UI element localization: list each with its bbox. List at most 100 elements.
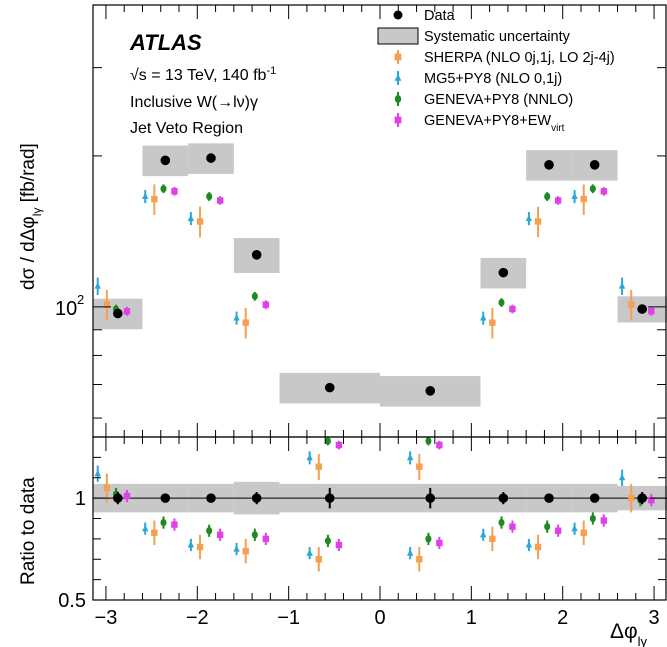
sherpa-marker [315, 556, 322, 563]
geneva-ew-marker [509, 305, 516, 313]
x-tick-label: −1 [277, 607, 300, 629]
geneva-ew-marker [123, 492, 131, 500]
sherpa-marker [103, 484, 111, 492]
legend-syst-label: Systematic uncertainty [424, 29, 571, 45]
geneva-marker [498, 518, 505, 527]
x-axis-label: Δφlγ [610, 620, 648, 647]
geneva-marker [589, 185, 596, 193]
sherpa-marker [103, 301, 111, 308]
data-point [251, 249, 262, 260]
mg5-marker [94, 469, 101, 477]
geneva-marker [394, 95, 402, 103]
x-tick-label: −3 [95, 607, 118, 629]
data-point [425, 386, 436, 396]
data-ratio-point [425, 493, 436, 503]
data-ratio-point [589, 493, 600, 503]
geneva-marker [324, 537, 331, 545]
geneva-ew-marker [216, 531, 224, 538]
mg5-marker [142, 192, 149, 200]
sherpa-marker [151, 529, 158, 536]
mg5-marker [142, 524, 149, 532]
data-point [113, 308, 123, 319]
x-tick-label: −2 [186, 607, 209, 629]
data-ratio-point [113, 493, 123, 503]
experiment-label: ATLAS [129, 30, 202, 55]
y-axis-label: dσ / dΔφlγ [fb/rad] [18, 143, 44, 290]
mg5-marker [306, 549, 313, 556]
mg5-marker [480, 530, 487, 538]
sherpa-marker [416, 463, 423, 470]
mg5-marker [618, 282, 626, 289]
data-ratio-point [637, 493, 647, 503]
x-tick-label: 3 [649, 607, 660, 629]
sherpa-marker [242, 547, 249, 555]
sherpa-marker [394, 53, 402, 61]
data-point [544, 160, 554, 170]
geneva-marker [544, 192, 551, 201]
data-point [160, 155, 171, 166]
geneva-marker [498, 298, 505, 307]
data-point [589, 160, 600, 170]
x-tick-label: 0 [374, 607, 385, 629]
mg5-marker [94, 282, 101, 289]
geneva-ew-marker [262, 535, 270, 543]
data-ratio-point [544, 493, 554, 503]
mg5-marker [306, 453, 313, 461]
data-point [637, 304, 647, 314]
mg5-marker [571, 192, 578, 200]
geneva-marker [206, 527, 213, 535]
mg5-marker [525, 541, 533, 548]
y-tick-exponent: 2 [77, 292, 84, 307]
legend-mg5-label: MG5+PY8 (NLO 0,1j) [424, 71, 562, 87]
energy-lumi-label: √s = 13 TeV, 140 fb-1 [130, 65, 276, 84]
mg5-marker [187, 541, 195, 548]
legend-genevaew-label: GENEVA+PY8+EWvirt [424, 113, 565, 134]
sherpa-marker [196, 543, 204, 551]
sherpa-marker [196, 218, 204, 225]
process-label: Inclusive W(→lν)γ [130, 94, 258, 111]
data-ratio-point [251, 493, 262, 503]
geneva-marker [251, 292, 258, 300]
sherpa-marker [628, 301, 635, 308]
geneva-ew-marker [171, 521, 178, 528]
geneva-ew-marker [600, 188, 608, 195]
ratio-axis-label: Ratio to data [18, 477, 39, 585]
geneva-ew-marker [216, 197, 224, 204]
mg5-marker [406, 549, 414, 556]
region-label: Jet Veto Region [130, 120, 243, 137]
mg5-marker [571, 524, 578, 532]
legend-syst-box [377, 27, 419, 45]
data-ratio-point [206, 493, 216, 503]
geneva-ew-marker [509, 523, 516, 530]
legend: Data Systematic uncertainty SHERPA (NLO 0j… [377, 8, 615, 134]
sherpa-marker [416, 556, 423, 563]
geneva-marker [206, 192, 213, 201]
geneva-marker [589, 514, 596, 523]
geneva-marker [160, 185, 167, 193]
ratio-panel [93, 465, 667, 572]
sherpa-marker [315, 463, 322, 470]
mg5-marker [525, 214, 533, 222]
legend-sherpa-label: SHERPA (NLO 0j,1j, LO 2j-4j) [424, 50, 615, 66]
y-tick-label: 10 [55, 298, 77, 320]
legend-data-marker [393, 10, 403, 20]
ratio-tick-label: 0.5 [58, 590, 86, 612]
ratio-tick-label: 1 [75, 488, 86, 510]
x-tick-label: 1 [466, 607, 477, 629]
mg5-marker [618, 473, 626, 481]
geneva-ew-marker [436, 441, 443, 449]
main-panel [93, 143, 667, 481]
geneva-marker [160, 518, 167, 527]
sherpa-marker [534, 218, 542, 225]
data-ratio-point [324, 493, 335, 503]
mg5-marker [233, 314, 240, 321]
sherpa-marker [580, 195, 587, 203]
geneva-ew-marker [123, 308, 131, 315]
mg5-marker [394, 73, 402, 81]
geneva-marker [324, 437, 331, 445]
geneva-ew-marker [171, 188, 178, 195]
geneva-ew-marker [262, 301, 270, 308]
geneva-ew-marker [648, 308, 655, 315]
sherpa-marker [242, 319, 249, 326]
